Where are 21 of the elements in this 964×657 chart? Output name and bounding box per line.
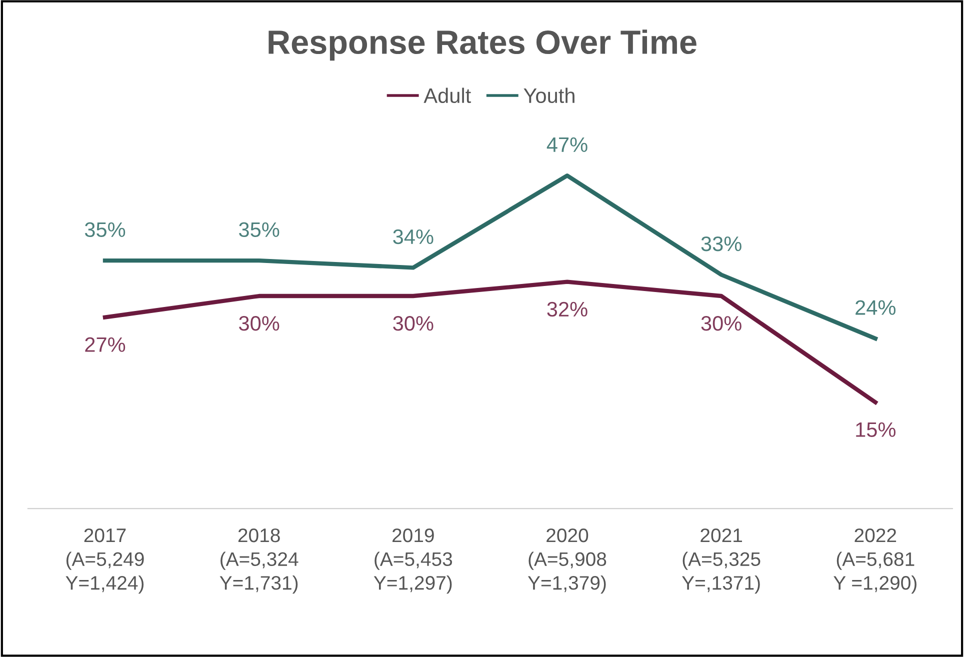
legend-label: Youth [524, 88, 574, 104]
data-label: 30% [239, 316, 280, 331]
data-label: 47% [546, 137, 588, 152]
data-label: 33% [701, 236, 742, 252]
data-label: 15% [856, 422, 896, 438]
x-tick-label: 2019 (A=5,453 Y=1,297) [374, 528, 452, 594]
x-tick-label: 2018 (A=5,324 Y=1,731) [220, 528, 298, 594]
data-label: 30% [701, 316, 742, 331]
x-tick-label: 2017 (A=5,249 Y=1,424) [66, 528, 144, 594]
x-tick-label: 2021 (A=5,325 Y=,1371) [682, 528, 760, 594]
data-label: 32% [547, 302, 588, 317]
data-label: 35% [239, 222, 280, 238]
x-tick-label: 2022 (A=5,681 Y =1,290) [834, 528, 916, 594]
chart-title: Response Rates Over Time [268, 30, 696, 61]
data-label: 24% [856, 300, 896, 315]
legend-label: Adult [424, 88, 471, 104]
x-tick-label: 2020 (A=5,908 Y=1,379) [528, 528, 606, 594]
data-label: 30% [393, 316, 434, 331]
data-label: 35% [84, 222, 126, 238]
data-label: 34% [393, 229, 434, 244]
data-label: 27% [85, 337, 126, 352]
